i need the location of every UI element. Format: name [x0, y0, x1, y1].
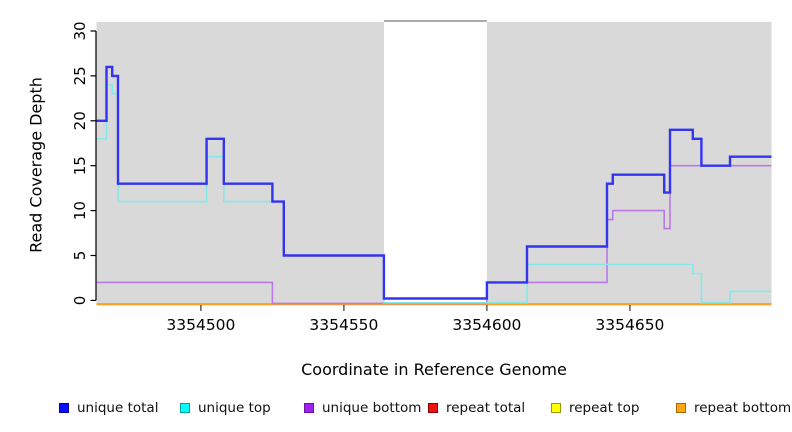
legend-item-repeat-top: repeat top — [551, 398, 639, 418]
x-axis: 3354500 3354550 3354600 3354650 — [166, 305, 664, 334]
legend-label: unique top — [198, 400, 271, 416]
legend-label: unique total — [77, 400, 159, 416]
legend-item-unique-bottom: unique bottom — [304, 398, 421, 418]
y-axis-tick-label: 10 — [71, 201, 89, 220]
covered-region-rect — [486, 22, 772, 304]
chart-canvas: 0 5 10 15 20 25 30 3354500 3354550 3354600 3354650 — [71, 20, 772, 334]
x-axis-title: Coordinate in Reference Genome — [301, 360, 567, 379]
legend-item-repeat-total: repeat total — [428, 398, 525, 418]
y-axis-tick-label: 15 — [71, 156, 89, 175]
series-unique-total — [96, 65, 772, 300]
x-axis-tick-label: 3354650 — [595, 316, 664, 334]
series-unique-bottom — [96, 164, 772, 305]
x-axis-tick-label: 3354550 — [309, 316, 378, 334]
y-axis-tick-label: 30 — [71, 21, 89, 40]
legend-swatch — [676, 403, 686, 413]
legend-item-repeat-bottom: repeat bottom — [676, 398, 791, 418]
x-axis-tick-label: 3354600 — [452, 316, 521, 334]
legend-label: repeat total — [446, 400, 526, 416]
chart-legend: unique total unique top unique bottom repea… — [0, 398, 792, 422]
legend-label: unique bottom — [322, 400, 422, 416]
legend-swatch — [180, 403, 190, 413]
panel-background — [96, 20, 772, 304]
legend-label: repeat top — [569, 400, 640, 416]
y-axis-tick-label: 20 — [71, 111, 89, 130]
covered-region-rect — [96, 22, 384, 304]
y-axis-tick-label: 25 — [71, 66, 89, 85]
legend-swatch — [59, 403, 69, 413]
legend-item-unique-total: unique total — [59, 398, 158, 418]
y-axis-title: Read Coverage Depth — [26, 77, 46, 253]
legend-swatch — [428, 403, 438, 413]
legend-label: repeat bottom — [694, 400, 792, 416]
y-axis-tick-label: 5 — [71, 251, 89, 261]
y-axis: 0 5 10 15 20 25 30 — [71, 21, 97, 306]
legend-swatch — [304, 403, 314, 413]
x-axis-tick-label: 3354500 — [166, 316, 235, 334]
y-axis-tick-label: 0 — [71, 296, 89, 306]
legend-swatch — [551, 403, 561, 413]
legend-item-unique-top: unique top — [180, 398, 271, 418]
